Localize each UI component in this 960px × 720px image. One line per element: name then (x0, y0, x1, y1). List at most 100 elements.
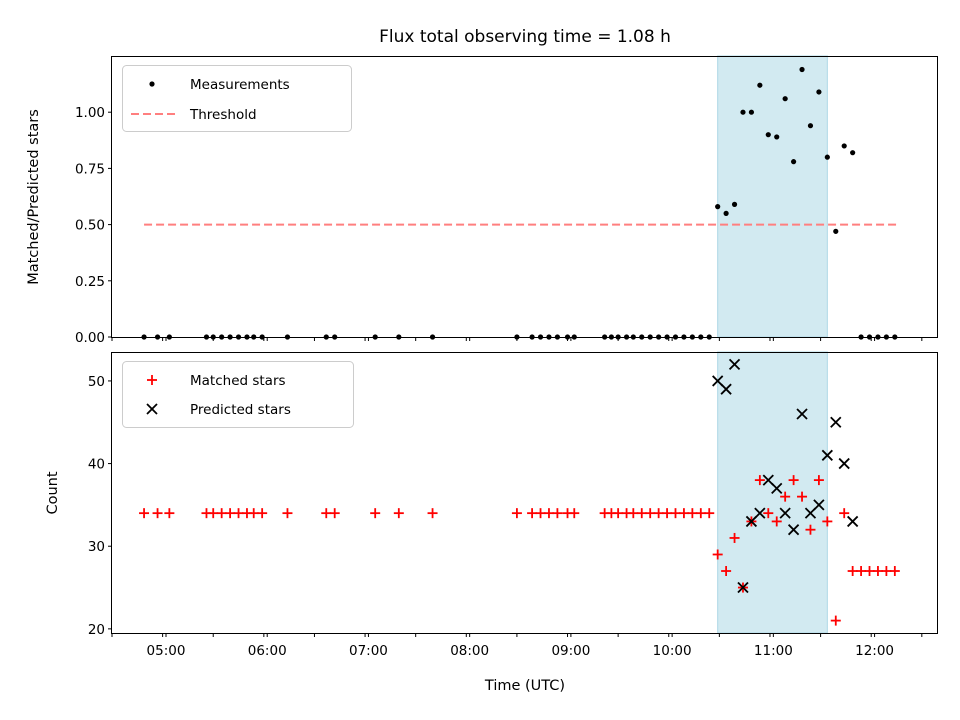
legend-predicted-marker (146, 403, 158, 415)
matched-star-point (329, 508, 340, 519)
top-panel-frame (111, 56, 938, 338)
matched-star-point (704, 508, 715, 519)
measurement-point (816, 89, 822, 95)
legend-measurements-label: Measurements (190, 77, 290, 93)
y-tick-label: 20 (88, 622, 105, 638)
predicted-star-point (847, 515, 859, 528)
y-tick-label: 0.75 (75, 161, 105, 177)
top-x-axis (111, 337, 923, 341)
chart-title: Flux total observing time = 1.08 h (379, 27, 671, 47)
measurement-point (765, 132, 771, 138)
matched-star-point (535, 508, 546, 519)
predicted-star-point (804, 507, 817, 519)
matched-star-point (813, 475, 824, 486)
matched-star-point (248, 508, 259, 519)
measurement-point (790, 159, 797, 165)
matched-star-point (712, 549, 723, 560)
predicted-star-point (754, 507, 766, 519)
legend-matched-marker (147, 375, 157, 385)
predicted-star-point (779, 507, 791, 519)
predicted-star-point (720, 383, 732, 395)
matched-star-point (527, 508, 538, 519)
legend-predicted-label: Predicted stars (190, 402, 291, 418)
matched-star-point (721, 566, 732, 577)
measurement-point (740, 109, 746, 115)
matched-star-point (543, 508, 554, 519)
matched-star-point (233, 508, 244, 519)
bottom-legend-frame (122, 361, 354, 428)
matched-star-point (881, 566, 892, 577)
measurement-point (833, 228, 839, 234)
predicted-star-point (762, 474, 774, 486)
top-y-axis-label: Matched/Predicted stars (26, 109, 42, 285)
matched-star-point (569, 508, 580, 519)
y-tick-label: 40 (88, 457, 105, 473)
matched-star-point (552, 508, 563, 519)
x-tick-label: 05:00 (147, 643, 186, 659)
x-tick-label: 12:00 (855, 643, 894, 659)
matched-star-point (321, 508, 332, 519)
matched-star-point (822, 516, 833, 527)
measurement-point (799, 66, 805, 73)
y-tick-label: 50 (88, 374, 105, 390)
matched-star-point (797, 491, 808, 502)
measurement-point (748, 109, 755, 115)
matched-star-point (830, 615, 841, 626)
predicted-star-point (737, 581, 749, 594)
predicted-star-point (728, 358, 741, 371)
matched-star-point (282, 508, 293, 519)
matched-star-point (257, 508, 268, 519)
matched-star-point (628, 508, 639, 519)
measurement-point (723, 210, 729, 216)
matched-star-point (645, 508, 656, 519)
legend-measurements-marker (149, 81, 155, 87)
bottom-y-axis: 20 30 40 50 (88, 374, 112, 638)
legend-threshold-label: Threshold (189, 107, 257, 123)
matched-star-point (864, 566, 875, 577)
matched-star-point (780, 491, 791, 502)
bottom-x-axis: 05:00 06:00 07:00 08:00 09:00 10:00 11:00 12:00 (111, 633, 923, 659)
measurement-point (850, 150, 856, 156)
matched-star-point (511, 508, 522, 519)
counts-layer (139, 358, 900, 626)
measurement-point (782, 96, 788, 102)
matched-star-point (225, 508, 236, 519)
predicted-star-point (838, 457, 850, 470)
matched-star-point (805, 524, 816, 535)
predicted-star-point (745, 515, 758, 528)
predicted-star-point (771, 482, 783, 495)
matched-star-point (678, 508, 689, 519)
matched-star-point (208, 508, 219, 519)
x-tick-label: 10:00 (653, 643, 692, 659)
matched-star-point (889, 566, 900, 577)
matched-star-point (370, 508, 381, 519)
y-tick-label: 30 (88, 539, 105, 555)
matched-star-point (771, 516, 782, 527)
matched-star-point (613, 508, 624, 519)
measurement-point (824, 154, 830, 160)
bottom-panel: 20 30 40 50 05:00 06:00 07:00 08:00 09:00 10:00 1… (45, 351, 938, 694)
x-tick-label: 08:00 (450, 643, 489, 659)
matched-star-point (687, 508, 698, 519)
matched-star-point (662, 508, 673, 519)
matched-star-point (216, 508, 227, 519)
measurement-point (715, 204, 721, 210)
matched-star-point (856, 566, 867, 577)
matched-star-point (847, 566, 858, 577)
matched-star-point (139, 508, 150, 519)
matched-star-point (729, 532, 740, 543)
top-legend: Measurements Threshold (122, 65, 352, 132)
matched-star-point (164, 508, 175, 519)
matched-star-point (152, 508, 163, 519)
measurement-point (757, 82, 763, 88)
predicted-star-point (813, 499, 825, 511)
y-tick-label: 0.00 (75, 330, 105, 346)
x-tick-label: 09:00 (551, 643, 590, 659)
top-panel-highlight (717, 55, 828, 338)
matched-star-point (872, 566, 883, 577)
bottom-y-axis-label: Count (45, 471, 61, 514)
matched-star-point (636, 508, 647, 519)
x-tick-label: 06:00 (248, 643, 287, 659)
predicted-star-point (712, 375, 724, 387)
predicted-star-point (830, 416, 842, 428)
